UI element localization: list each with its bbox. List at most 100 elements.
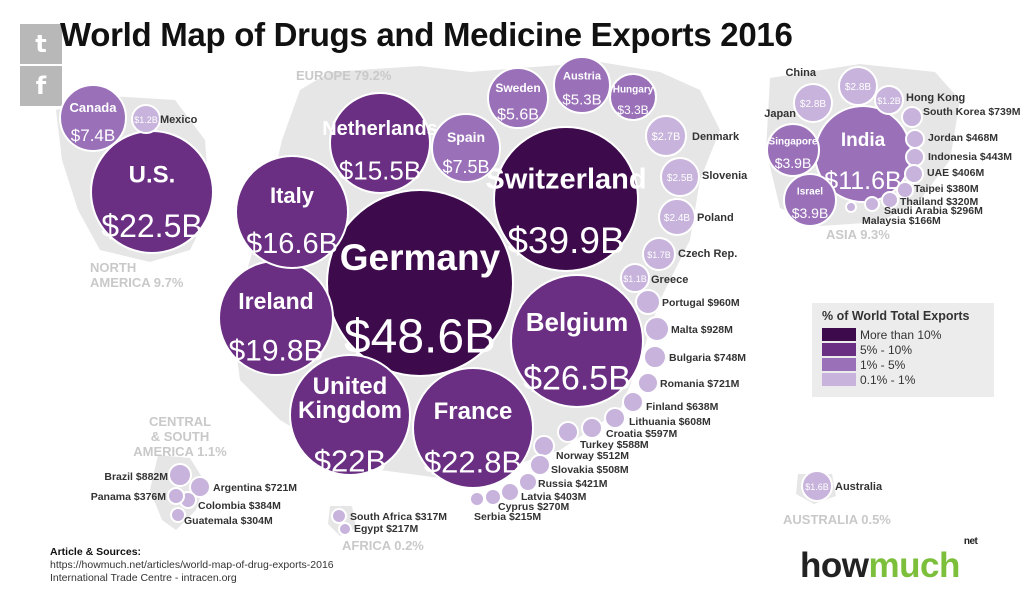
bubble-egypt[interactable]: Egypt $217M (338, 522, 418, 536)
bubble-hong-kong[interactable]: $1.2B Hong Kong (874, 85, 965, 115)
bubble-russia[interactable]: Russia $421M (518, 472, 608, 492)
bubble-circle[interactable] (643, 345, 667, 369)
bubble-bulgaria[interactable]: Bulgaria $748M (643, 345, 746, 369)
bubble-croatia[interactable]: Croatia $597M (581, 417, 677, 440)
bubble-germany[interactable]: Germany $48.6B (326, 189, 514, 377)
bubble-indonesia[interactable]: Indonesia $443M (905, 147, 1012, 167)
bubble-hungary[interactable]: Hungary $3.3B (609, 73, 657, 121)
bubble-slovenia[interactable]: $2.5B Slovenia (660, 157, 748, 197)
bubble-brazil[interactable]: Brazil $882M (104, 463, 192, 487)
bubble-circle[interactable] (168, 463, 192, 487)
bubble-guatemala[interactable]: Guatemala $304M (170, 507, 273, 527)
bubble-circle[interactable] (658, 198, 696, 236)
bubble-circle[interactable] (331, 508, 347, 524)
bubble-mexico[interactable]: $1.2B Mexico (131, 104, 198, 134)
bubble-malta[interactable]: Malta $928M (644, 316, 733, 342)
bubble-australia[interactable]: $1.6B Australia (801, 470, 883, 502)
bubble-u-s[interactable]: U.S. $22.5B (90, 130, 214, 254)
bubble-spain[interactable]: Spain $7.5B (431, 113, 501, 183)
bubble-singapore[interactable]: Singapore $3.9B (766, 123, 820, 177)
bubble-belgium[interactable]: Belgium $26.5B (510, 274, 644, 408)
bubble-circle[interactable] (326, 189, 514, 377)
bubble-circle[interactable] (801, 470, 833, 502)
bubble-circle[interactable] (581, 417, 603, 439)
facebook-share-button[interactable]: f (20, 66, 62, 106)
bubble-circle[interactable] (901, 106, 923, 128)
bubble-circle[interactable] (881, 191, 899, 209)
bubble-circle[interactable] (904, 164, 924, 184)
bubble-circle[interactable] (845, 201, 857, 213)
bubble-taipei[interactable]: Taipei $380M (896, 181, 979, 199)
bubble-cyprus[interactable]: Cyprus $270M (484, 488, 569, 513)
bubble-netherlands[interactable]: Netherlands $15.5B (322, 92, 438, 194)
bubble-circle[interactable] (131, 104, 161, 134)
bubble-argentina[interactable]: Argentina $721M (189, 476, 297, 498)
bubble-circle[interactable] (609, 73, 657, 121)
bubble-circle[interactable] (533, 435, 555, 457)
bubble-circle[interactable] (412, 367, 534, 489)
bubble-circle[interactable] (783, 173, 837, 227)
bubble-circle[interactable] (838, 66, 878, 106)
bubble-circle[interactable] (189, 476, 211, 498)
bubble-finland[interactable]: Finland $638M (622, 391, 719, 413)
bubble-circle[interactable] (529, 454, 551, 476)
sources-link[interactable]: https://howmuch.net/articles/world-map-o… (50, 559, 334, 571)
twitter-share-button[interactable]: t (20, 24, 62, 64)
bubble-slovakia[interactable]: Slovakia $508M (529, 454, 629, 476)
bubble-latvia[interactable]: Latvia $403M (500, 482, 587, 503)
bubble-thailand[interactable]: Thailand $320M (881, 191, 978, 209)
bubble-norway[interactable]: Norway $512M (533, 435, 629, 462)
bubble-saudi-arabia[interactable]: Saudi Arabia $296M (864, 196, 983, 217)
bubble-circle[interactable] (864, 196, 880, 212)
bubble-switzerland[interactable]: Switzerland $39.9B (485, 126, 647, 272)
bubble-austria[interactable]: Austria $5.3B (553, 56, 611, 114)
bubble-circle[interactable] (905, 147, 925, 167)
bubble-china[interactable]: $2.8B China (785, 66, 878, 106)
bubble-sweden[interactable]: Sweden $5.6B (487, 67, 549, 129)
bubble-circle[interactable] (604, 407, 626, 429)
bubble-israel[interactable]: Israel $3.9B (783, 173, 837, 227)
bubble-poland[interactable]: $2.4B Poland (658, 198, 734, 236)
bubble-circle[interactable] (637, 372, 659, 394)
bubble-circle[interactable] (170, 507, 186, 523)
bubble-circle[interactable] (431, 113, 501, 183)
bubble-circle[interactable] (896, 181, 914, 199)
bubble-circle[interactable] (338, 522, 352, 536)
bubble-circle[interactable] (518, 472, 538, 492)
bubble-panama[interactable]: Panama $376M (91, 487, 185, 505)
bubble-circle[interactable] (642, 237, 676, 271)
bubble-serbia[interactable]: Serbia $215M (469, 491, 541, 523)
bubble-greece[interactable]: $1.1B Greece (620, 263, 688, 293)
bubble-south-korea[interactable]: South Korea $739M (901, 106, 1021, 128)
bubble-circle[interactable] (289, 354, 411, 476)
bubble-circle[interactable] (235, 155, 349, 269)
bubble-circle[interactable] (557, 421, 579, 443)
bubble-circle[interactable] (59, 84, 127, 152)
bubble-circle[interactable] (766, 123, 820, 177)
bubble-circle[interactable] (793, 83, 833, 123)
bubble-malaysia[interactable]: Malaysia $166M (845, 201, 941, 227)
bubble-canada[interactable]: Canada $7.4B (59, 84, 127, 152)
bubble-italy[interactable]: Italy $16.6B (235, 155, 349, 269)
bubble-circle[interactable] (553, 56, 611, 114)
bubble-circle[interactable] (660, 157, 700, 197)
bubble-circle[interactable] (905, 129, 925, 149)
bubble-circle[interactable] (329, 92, 431, 194)
bubble-circle[interactable] (622, 391, 644, 413)
bubble-lithuania[interactable]: Lithuania $608M (604, 407, 711, 429)
bubble-circle[interactable] (635, 289, 661, 315)
bubble-circle[interactable] (644, 316, 670, 342)
bubble-japan[interactable]: $2.8B Japan (764, 83, 833, 123)
bubble-circle[interactable] (487, 67, 549, 129)
bubble-france[interactable]: France $22.8B (412, 367, 534, 489)
bubble-circle[interactable] (500, 482, 520, 502)
bubble-circle[interactable] (469, 491, 485, 507)
bubble-czech-rep[interactable]: $1.7B Czech Rep. (642, 237, 737, 271)
bubble-denmark[interactable]: $2.7B Denmark (645, 115, 740, 157)
bubble-south-africa[interactable]: South Africa $317M (331, 508, 447, 524)
bubble-circle[interactable] (645, 115, 687, 157)
bubble-portugal[interactable]: Portugal $960M (635, 289, 740, 315)
bubble-uae[interactable]: UAE $406M (904, 164, 984, 184)
bubble-ireland[interactable]: Ireland $19.8B (218, 260, 334, 376)
